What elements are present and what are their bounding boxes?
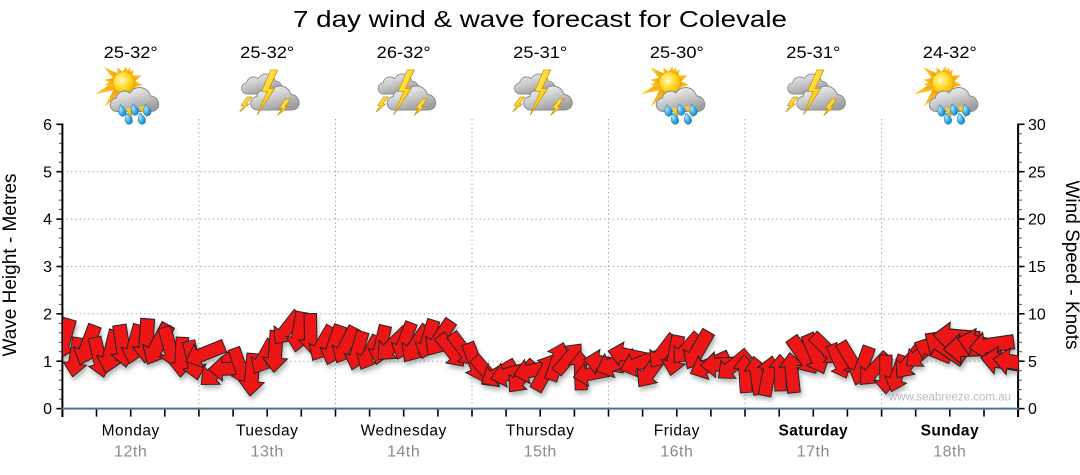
svg-text:7 day wind & wave forecast for: 7 day wind & wave forecast for Colevale [293, 6, 787, 32]
svg-text:www.seabreeze.com.au: www.seabreeze.com.au [888, 392, 1011, 404]
svg-text:25-32°: 25-32° [104, 44, 158, 62]
svg-text:18th: 18th [933, 444, 966, 461]
svg-text:Wednesday: Wednesday [361, 423, 447, 440]
svg-text:1: 1 [43, 354, 52, 371]
svg-text:26-32°: 26-32° [377, 44, 431, 62]
svg-text:25-31°: 25-31° [786, 44, 840, 62]
svg-text:2: 2 [43, 306, 52, 323]
svg-text:15th: 15th [524, 444, 557, 461]
svg-text:5: 5 [43, 164, 52, 181]
svg-text:14th: 14th [387, 444, 420, 461]
svg-text:Sunday: Sunday [921, 423, 979, 440]
svg-text:6: 6 [43, 117, 52, 134]
svg-text:3: 3 [43, 259, 52, 276]
svg-text:12th: 12th [114, 444, 147, 461]
svg-text:15: 15 [1028, 259, 1046, 276]
svg-text:20: 20 [1028, 212, 1046, 229]
svg-text:25-31°: 25-31° [513, 44, 567, 62]
svg-text:24-32°: 24-32° [923, 44, 977, 62]
svg-text:4: 4 [43, 212, 52, 229]
svg-text:25-32°: 25-32° [240, 44, 294, 62]
svg-text:Monday: Monday [102, 423, 160, 440]
svg-text:Friday: Friday [654, 423, 700, 440]
svg-text:10: 10 [1028, 306, 1046, 323]
svg-text:0: 0 [43, 401, 52, 418]
svg-text:Wave Height - Metres: Wave Height - Metres [0, 173, 21, 356]
svg-text:30: 30 [1028, 117, 1046, 134]
svg-text:25: 25 [1028, 164, 1046, 181]
svg-text:16th: 16th [660, 444, 693, 461]
svg-text:5: 5 [1028, 354, 1037, 371]
svg-text:13th: 13th [251, 444, 284, 461]
svg-text:0: 0 [1028, 401, 1037, 418]
svg-text:Thursday: Thursday [506, 423, 575, 440]
svg-text:Tuesday: Tuesday [236, 423, 298, 440]
svg-text:Saturday: Saturday [779, 423, 849, 440]
svg-text:Wind Speed - Knots: Wind Speed - Knots [1061, 181, 1080, 350]
svg-text:17th: 17th [797, 444, 830, 461]
svg-text:25-30°: 25-30° [650, 44, 704, 62]
